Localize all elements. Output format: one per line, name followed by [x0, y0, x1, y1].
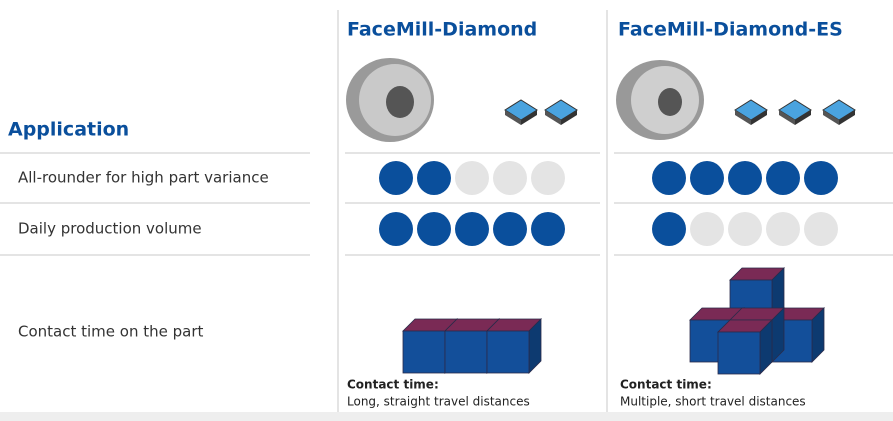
rating-dot: [455, 212, 489, 246]
row-label: Daily production volume: [18, 220, 202, 238]
rating-dot: [690, 161, 724, 195]
column-title: FaceMill-Diamond: [347, 19, 537, 41]
note-text: Multiple, short travel distances: [620, 395, 806, 409]
row-lines: [0, 152, 893, 256]
rating-dot: [417, 212, 451, 246]
rating-dot: [417, 161, 451, 195]
rating-dot: [766, 212, 800, 246]
footer-band: [0, 412, 893, 421]
note-text: Long, straight travel distances: [347, 395, 530, 409]
product-image: [346, 58, 578, 142]
rating-dot: [766, 161, 800, 195]
rating-dot: [493, 212, 527, 246]
cube-illustration: [402, 318, 542, 374]
rating-dot: [455, 161, 489, 195]
rating-dot: [379, 212, 413, 246]
rating-dot: [690, 212, 724, 246]
row-header: Application: [8, 119, 129, 141]
rating-dot: [728, 212, 762, 246]
rating-dot: [493, 161, 527, 195]
rating-dot: [531, 161, 565, 195]
column-title: FaceMill-Diamond-ES: [618, 19, 843, 41]
rating-dot: [804, 212, 838, 246]
rating-dot: [804, 161, 838, 195]
rating-dot: [728, 161, 762, 195]
row-label: Contact time on the part: [18, 323, 204, 341]
rating-dot: [652, 212, 686, 246]
rating-dot: [379, 161, 413, 195]
note-title: Contact time:: [347, 378, 439, 392]
rating-dot: [652, 161, 686, 195]
note-title: Contact time:: [620, 378, 712, 392]
product-image: [616, 60, 856, 140]
rating-dot: [531, 212, 565, 246]
row-label: All-rounder for high part variance: [18, 169, 269, 187]
